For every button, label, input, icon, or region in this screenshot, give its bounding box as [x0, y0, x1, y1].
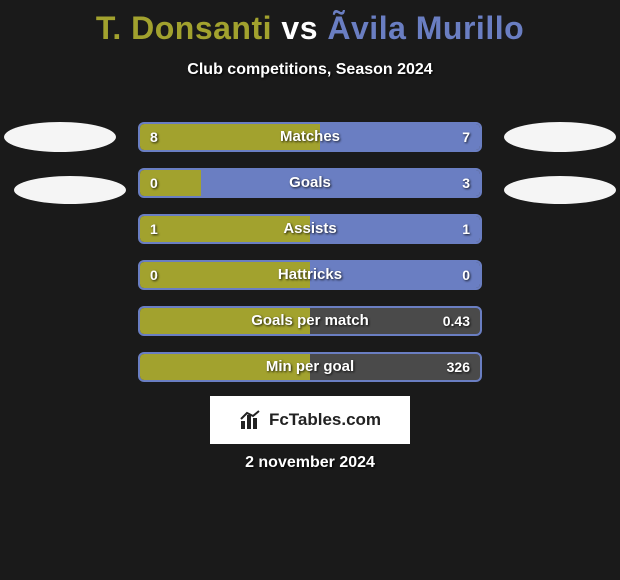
avatar-player2-top — [504, 122, 616, 152]
stat-value-right: 3 — [462, 170, 470, 196]
stat-row: 03Goals — [138, 168, 482, 198]
stat-fill-right — [310, 262, 480, 288]
stat-value-right: 1 — [462, 216, 470, 242]
footer-date: 2 november 2024 — [0, 454, 620, 472]
stats-bars: 87Matches03Goals11Assists00Hattricks0.43… — [138, 122, 482, 398]
stat-fill-right — [201, 170, 480, 196]
stat-value-left: 0 — [150, 170, 158, 196]
stat-row: 87Matches — [138, 122, 482, 152]
vs-label: vs — [281, 10, 318, 46]
stat-fill-left — [140, 308, 310, 334]
stat-row: 00Hattricks — [138, 260, 482, 290]
avatar-player1-top — [4, 122, 116, 152]
stat-fill-left — [140, 124, 320, 150]
subtitle: Club competitions, Season 2024 — [0, 61, 620, 79]
stat-fill-left — [140, 262, 310, 288]
stat-value-right: 0.43 — [443, 308, 470, 334]
brand-text: FcTables.com — [269, 410, 381, 430]
stat-fill-right — [320, 124, 480, 150]
stat-row: 11Assists — [138, 214, 482, 244]
brand-chart-icon — [239, 409, 263, 431]
stat-value-right: 7 — [462, 124, 470, 150]
player2-name: Ãvila Murillo — [327, 10, 524, 46]
avatar-player2-bottom — [504, 176, 616, 204]
stat-value-right: 326 — [447, 354, 470, 380]
player1-name: T. Donsanti — [96, 10, 272, 46]
stat-row: 326Min per goal — [138, 352, 482, 382]
avatar-player1-bottom — [14, 176, 126, 204]
stat-value-left: 8 — [150, 124, 158, 150]
page-title: T. Donsanti vs Ãvila Murillo — [0, 0, 620, 47]
stat-fill-left — [140, 216, 310, 242]
stat-value-left: 1 — [150, 216, 158, 242]
brand-box: FcTables.com — [210, 396, 410, 444]
stat-fill-right — [310, 216, 480, 242]
stat-fill-left — [140, 354, 310, 380]
stat-value-left: 0 — [150, 262, 158, 288]
stat-row: 0.43Goals per match — [138, 306, 482, 336]
stat-value-right: 0 — [462, 262, 470, 288]
